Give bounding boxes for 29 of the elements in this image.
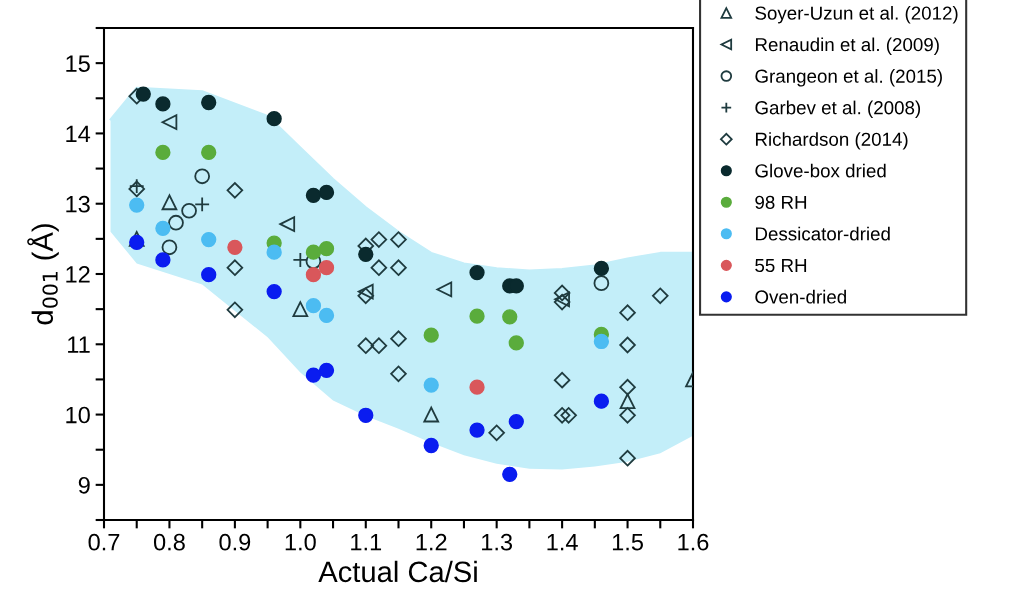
y-tick-label: 10 (66, 406, 90, 424)
legend-label: Grangeon et al. (2015) (755, 69, 942, 87)
legend-label: 55 RH (755, 259, 807, 273)
x-tick-label: 1.4 (547, 534, 578, 551)
x-tick-label: 1.0 (285, 533, 316, 551)
x-axis-title: Actual Ca/Si (318, 560, 477, 583)
y-tick-label: 9 (78, 476, 90, 494)
y-tick-label: 13 (66, 195, 90, 213)
legend-label: Glove-box dried (755, 163, 886, 178)
x-tick-label: 0.9 (219, 533, 251, 551)
x-tick-label: 1.2 (416, 533, 447, 551)
y-axis-title: d$_{001}$ (Å) (27, 224, 59, 325)
y-tick-label: 15 (66, 55, 90, 72)
legend-label: 98 RH (755, 195, 807, 209)
legend-label: Renaudin et al. (2009) (755, 37, 939, 55)
legend-label: Dessicator-dried (755, 226, 890, 241)
legend-label: Oven-dried (755, 289, 846, 304)
x-tick-label: 0.7 (88, 533, 120, 551)
legend-label: Richardson (2014) (755, 132, 908, 150)
x-tick-label: 1.1 (351, 534, 382, 551)
y-tick-label: 12 (66, 266, 90, 283)
x-tick-label: 0.8 (153, 533, 185, 551)
y-tick-label: 11 (68, 336, 90, 353)
x-tick-label: 1.3 (482, 533, 513, 551)
x-tick-label: 1.5 (612, 534, 643, 551)
x-tick-label: 1.6 (678, 533, 709, 551)
y-tick-label: 14 (66, 125, 91, 142)
legend-label: Garbev et al. (2008) (755, 100, 921, 119)
legend-label: Soyer-Uzun et al. (2012) (755, 5, 958, 24)
